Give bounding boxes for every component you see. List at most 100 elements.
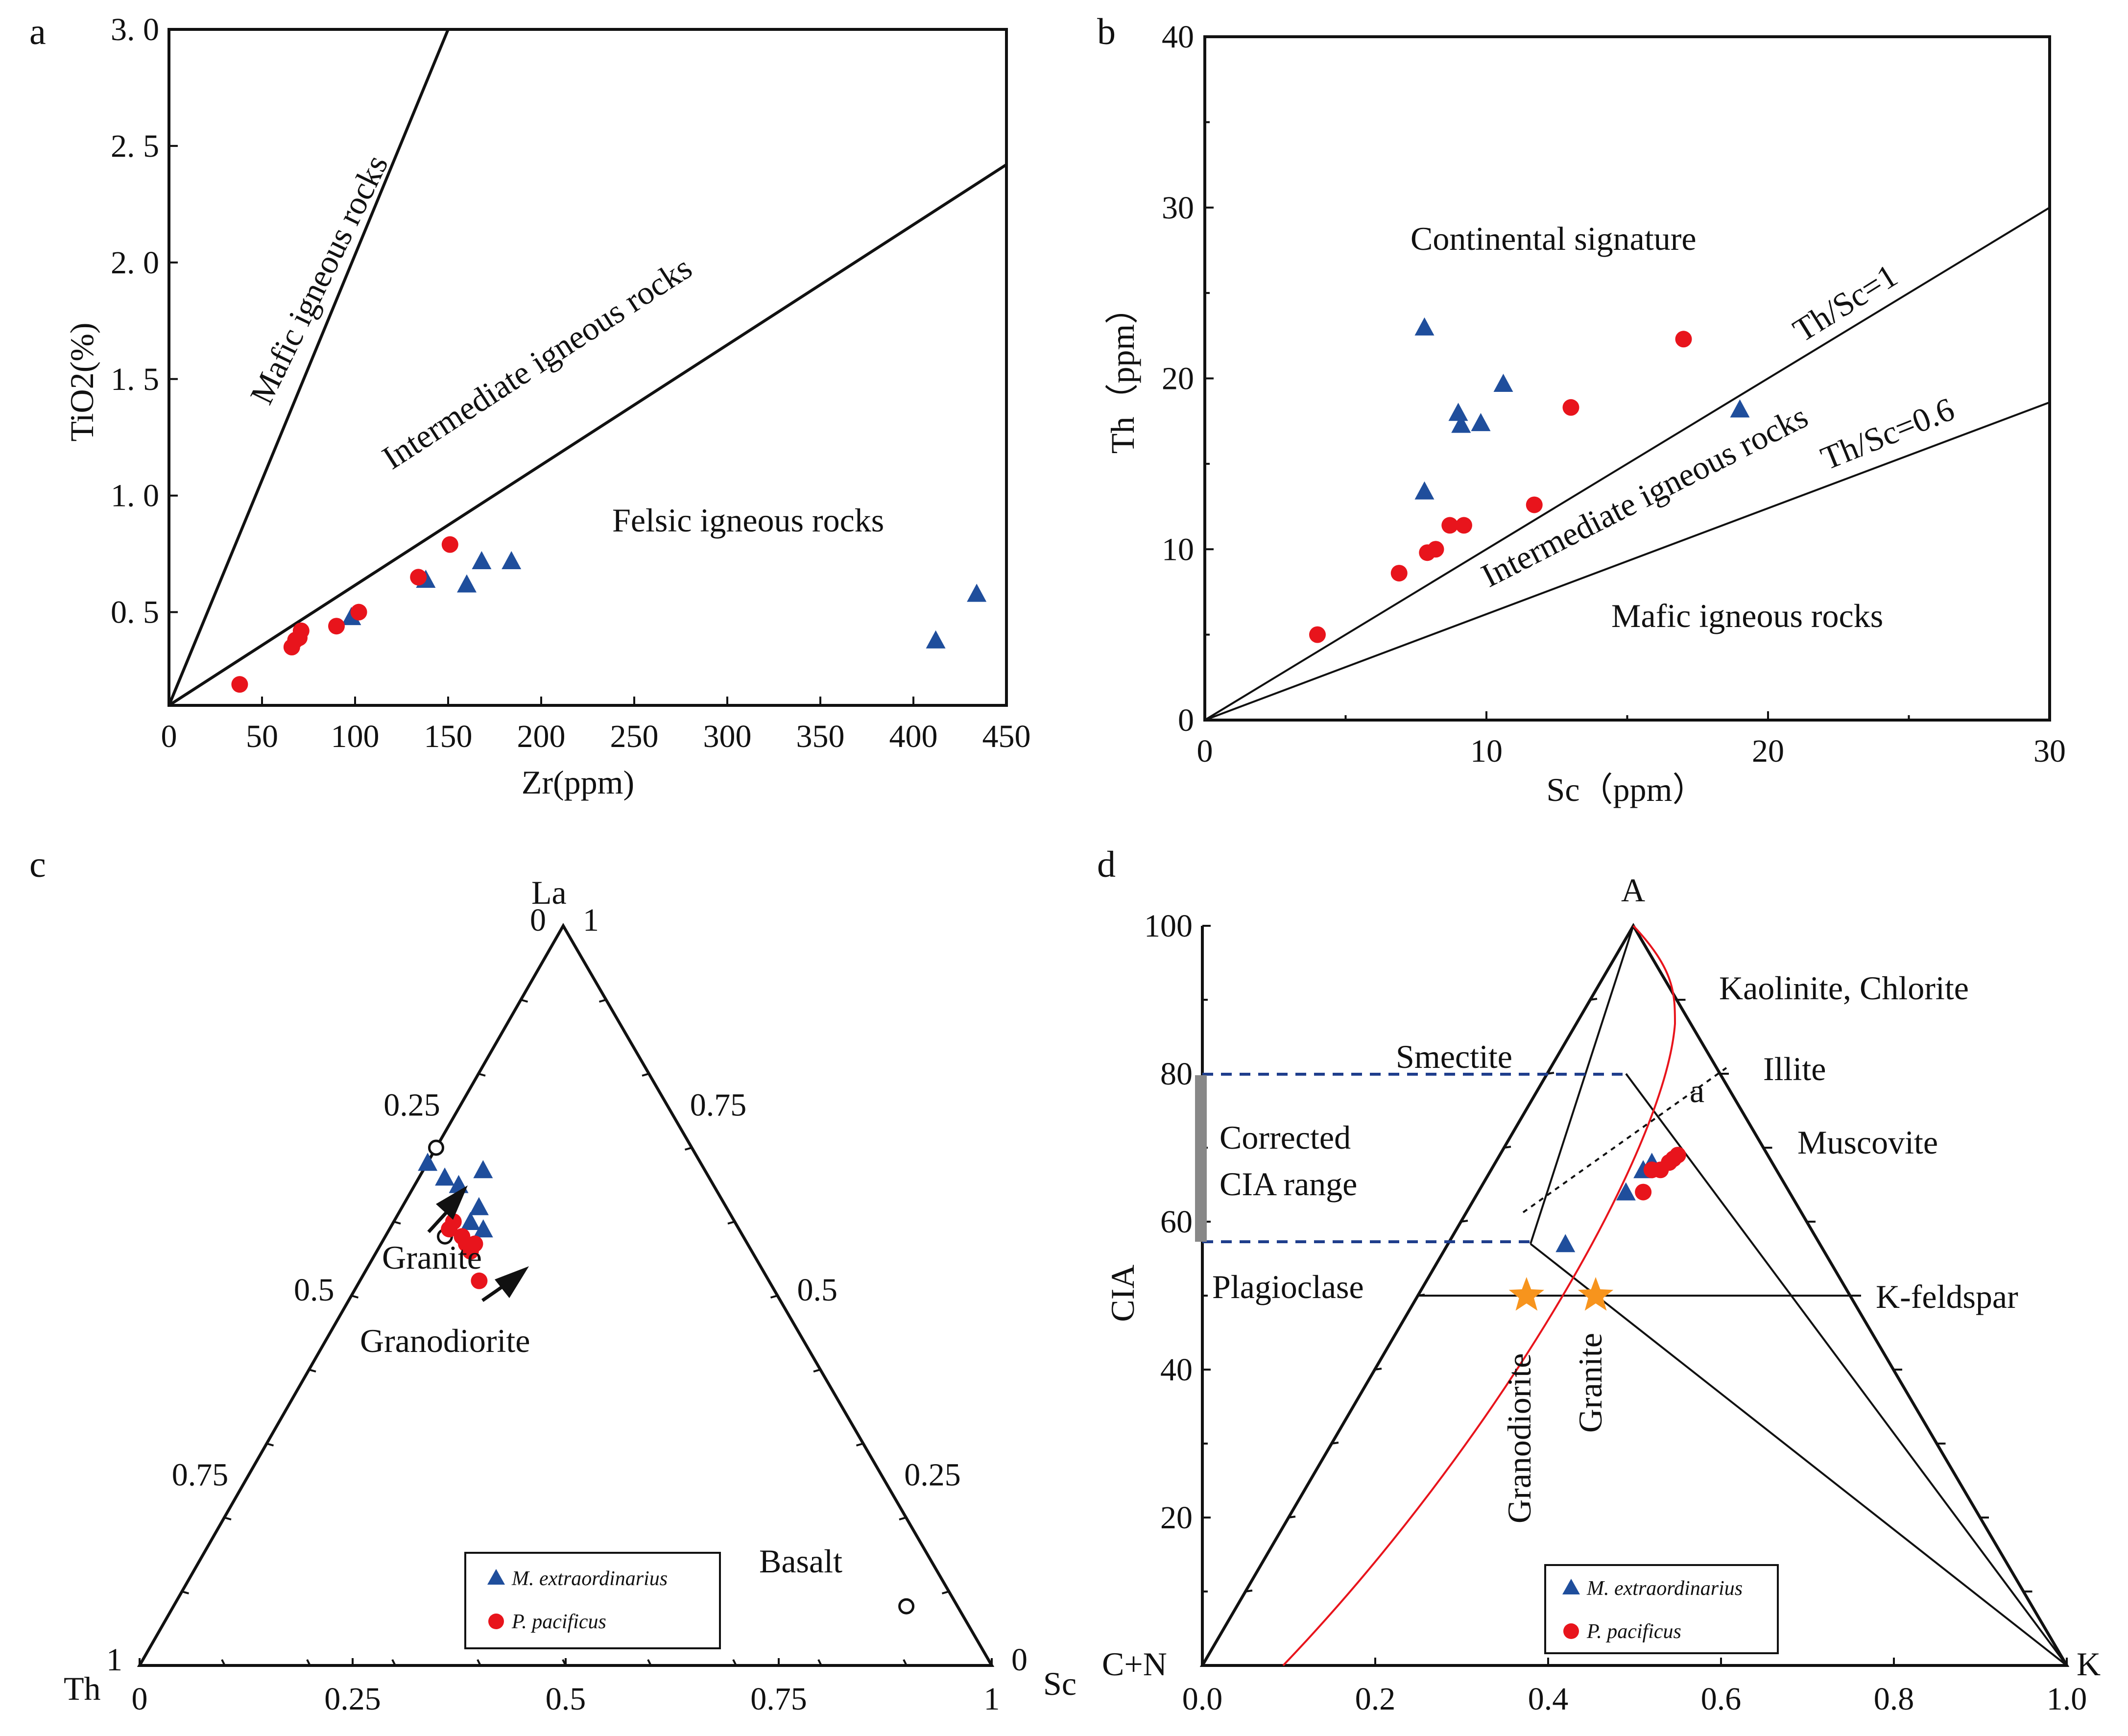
panel-c-bottom-tick-label: 0.75 [750,1681,807,1717]
panel-c-left-tick-label: 0.5 [294,1272,335,1308]
panel-c-right-tick-label: 0.5 [797,1272,838,1308]
panel-d-illite-label: Illite [1763,1050,1826,1087]
panel-c-circle-point [471,1272,488,1289]
panel-b-circle-point [1675,331,1692,348]
panel-b-xlabel: Sc（ppm） [1547,771,1706,808]
panel-c-legend: M. extraordinarius P. pacificus [464,1552,721,1649]
panel-a-xtick-label: 100 [331,719,380,754]
panel-d-vertex-k: K [2077,1645,2101,1683]
panel-c-edge-tick [562,1659,567,1666]
panel-a-triangle-point [472,551,492,569]
panel-d-star-marker [1508,1277,1545,1311]
panel-c-vertex-th: Th [64,1670,101,1707]
panel-b-circle-point [1456,517,1472,534]
panel-d-edge-tick [1331,1442,1339,1445]
panel-a-triangle-point [926,630,946,649]
panel-a-circle-point [350,603,367,621]
panel-a-ytick-label: 2. 0 [111,245,159,281]
panel-d-kaolinite-label: Kaolinite, Chlorite [1719,969,1969,1007]
panel-c-left-tick-label: 0.75 [172,1457,229,1493]
panel-a-triangle-point [341,607,361,626]
panel-d-cia-range-bar [1195,1075,1207,1242]
panel-a-xtick-label: 400 [889,719,938,754]
panel-a-boundary-line [168,163,1007,707]
panel-b-circle-point [1427,541,1444,558]
panel-d-bar-label-1: Corrected [1219,1119,1351,1156]
panel-b-ytick-label: 10 [1162,531,1194,567]
panel-d-xtick-label: 0.0 [1182,1681,1223,1717]
panel-d-smectite-k-line [1530,1243,2068,1666]
panel-d-legend-item-1: M. extraordinarius [1586,1577,1743,1600]
panel-a-triangle-point [457,574,477,593]
panel-d-circle-point [1665,1150,1682,1167]
panel-d-triangle-point [1555,1234,1576,1253]
panel-c-vertex-sc: Sc [1043,1665,1076,1702]
panel-a-ytick-label: 1. 0 [111,478,159,514]
panel-b-circle-point [1390,565,1408,582]
panel-c-reference-point [898,1598,915,1615]
panel-b-thsc1-label: Th/Sc=1 [1787,257,1904,349]
panel-a-xtick-label: 50 [246,719,278,754]
panel-c-granodiorite-label: Granodiorite [360,1322,530,1359]
panel-d-edge-tick [1547,1072,1554,1075]
panel-b-ytick-label: 30 [1162,190,1194,226]
panel-c-bottom-tick-label: 1 [984,1681,1000,1717]
panel-a-triangle-point [967,583,987,602]
panel-c-edge-tick [478,1073,486,1077]
panel-c-left-tick-label: 0.25 [383,1087,440,1123]
panel-b-xtick-label: 0 [1197,733,1213,769]
panel-c-legend-item-2: P. pacificus [511,1611,606,1633]
panel-d-granodiorite-label: Granodiorite [1501,1353,1538,1523]
panel-b-triangle-point [1471,413,1491,432]
panel-c-edge-tick [642,1073,649,1077]
panel-c-label: c [29,844,46,885]
panel-c-reference-point [428,1139,444,1156]
panel-c-right-tick-label: 0.75 [690,1087,747,1123]
panel-c-edge-tick [770,1295,778,1299]
panel-b-circle-point [1309,626,1326,643]
panel-d-plagioclase-label: Plagioclase [1212,1268,1364,1305]
panel-b-label: b [1097,11,1116,52]
panel-b-ytick-label: 0 [1178,702,1194,738]
panel-a-felsic-label: Felsic igneous rocks [612,502,884,539]
panel-c-circle-point [466,1235,483,1253]
panel-d-granite-label: Granite [1572,1333,1609,1433]
panel-b-boundary-line [1204,401,2050,721]
panel-d-xtick-label: 0.2 [1355,1681,1396,1717]
panel-a-ytick-label: 3. 0 [111,12,159,48]
panel-a-xtick-label: 250 [610,719,659,754]
panel-d-legend: M. extraordinarius P. pacificus [1544,1564,1779,1654]
panel-a-circle-point [328,618,345,635]
panel-a-circle-point [231,676,248,693]
panel-d-ytick-label: 60 [1160,1204,1193,1240]
panel-b-ytick-label: 20 [1162,361,1194,397]
panel-c-edge-tick [817,1659,822,1666]
panel-c-edge-tick [647,1659,652,1666]
panel-b-circle-point [1562,399,1579,416]
panel-d: d 20 40 60 80 100 CIA 0.0 0.2 0.4 0.6 0.8 1.0 A C… [1097,844,2101,1717]
panel-d-vertex-cn: C+N [1102,1645,1167,1683]
panel-c-edge-tick [684,1147,693,1151]
panel-a-xtick-label: 200 [517,719,566,754]
panel-c-left-tick-label: 1 [106,1642,122,1678]
panel-a-label: a [29,11,46,52]
panel-d-edge-tick [1288,1516,1296,1519]
panel-c-edge-tick [941,1591,950,1594]
panel-c-legend-item-1: M. extraordinarius [511,1567,668,1590]
panel-c-triangle-point [469,1197,489,1215]
panel-b-xtick-label: 30 [2033,733,2066,769]
panel-d-kfeldspar-label: K-feldspar [1876,1278,2018,1315]
panel-b-triangle-point [1451,414,1471,433]
panel-c-triangle-point [473,1219,493,1238]
panel-a-xtick-label: 150 [424,719,473,754]
panel-a-circle-point [292,622,310,639]
panel-c-edge-tick [899,1517,907,1520]
panel-c-bottom-tick-label: 0.5 [546,1681,586,1717]
panel-d-edge-tick [1590,998,1598,1001]
panel-b-xtick-label: 10 [1470,733,1503,769]
panel-d-smectite-a-line [1530,925,1634,1244]
panel-a-ytick-label: 1. 5 [111,362,159,397]
panel-c-edge-tick [391,1659,396,1666]
panel-b-triangle-point [1448,403,1468,421]
panel-d-muscovite-label: Muscovite [1797,1124,1938,1161]
